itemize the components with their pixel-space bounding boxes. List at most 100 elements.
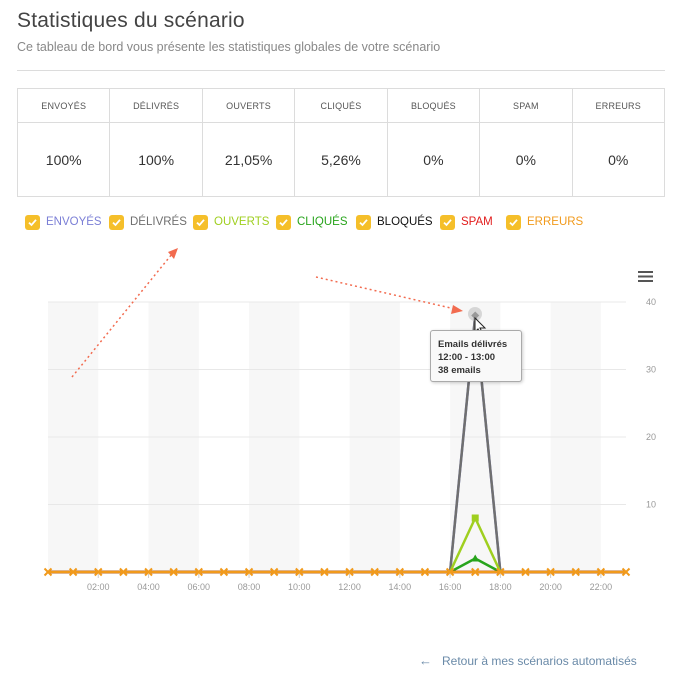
x-tick-label: 14:00 bbox=[389, 582, 412, 592]
stat-value-cliques: 5,26% bbox=[294, 122, 388, 197]
hamburger-menu-icon[interactable] bbox=[636, 268, 656, 284]
data-point bbox=[320, 567, 329, 577]
stat-header-bloques: BLOQUÉS bbox=[386, 88, 481, 123]
data-point bbox=[244, 567, 254, 577]
stat-header-cliques: CLIQUÉS bbox=[294, 88, 388, 123]
stat-header-ouverts: OUVERTS bbox=[201, 88, 296, 123]
data-point bbox=[295, 567, 304, 577]
data-point bbox=[269, 567, 279, 577]
legend-item-cliques[interactable]: CLIQUÉS bbox=[276, 213, 348, 231]
legend-item-ouverts[interactable]: OUVERTS bbox=[193, 213, 269, 231]
data-point bbox=[194, 567, 203, 577]
header-divider bbox=[17, 70, 665, 71]
data-point bbox=[219, 567, 229, 577]
x-tick-label: 22:00 bbox=[590, 582, 613, 592]
stats-table: ENVOYÉS DÉLIVRÉS OUVERTS CLIQUÉS BLOQUÉS… bbox=[16, 88, 666, 197]
checkbox-checked-icon[interactable] bbox=[276, 214, 291, 230]
checkbox-checked-icon[interactable] bbox=[193, 214, 208, 230]
stat-header-envoyes: ENVOYÉS bbox=[16, 88, 111, 123]
y-tick-label: 10 bbox=[646, 500, 656, 510]
data-point bbox=[420, 567, 430, 577]
back-link-label: Retour à mes scénarios automatisés bbox=[442, 653, 637, 668]
x-tick-label: 04:00 bbox=[137, 582, 160, 592]
legend-label: ENVOYÉS bbox=[46, 216, 102, 228]
data-point bbox=[119, 567, 128, 577]
stat-value-erreurs: 0% bbox=[571, 122, 666, 197]
series-line bbox=[48, 557, 626, 574]
data-point bbox=[471, 554, 480, 562]
hover-highlight bbox=[468, 307, 482, 321]
series-line bbox=[48, 314, 626, 574]
checkbox-checked-icon[interactable] bbox=[25, 214, 40, 230]
x-tick-label: 12:00 bbox=[338, 582, 361, 592]
stats-header-row: ENVOYÉS DÉLIVRÉS OUVERTS CLIQUÉS BLOQUÉS… bbox=[16, 88, 666, 123]
data-point bbox=[471, 514, 479, 522]
legend-label: BLOQUÉS bbox=[377, 216, 433, 228]
legend-label: SPAM bbox=[461, 216, 493, 228]
legend-label: CLIQUÉS bbox=[297, 216, 348, 228]
data-point bbox=[521, 567, 530, 577]
tooltip-series-name: Emails délivrés bbox=[438, 339, 508, 350]
data-point bbox=[445, 567, 455, 577]
data-point bbox=[496, 567, 505, 577]
data-point bbox=[370, 567, 379, 577]
data-point bbox=[345, 567, 354, 577]
stat-header-delivres: DÉLIVRÉS bbox=[109, 88, 203, 123]
x-tick-label: 08:00 bbox=[238, 582, 261, 592]
x-tick-label: 18:00 bbox=[489, 582, 512, 592]
stat-header-spam: SPAM bbox=[479, 88, 573, 123]
x-axis-ticks: 02:00 04:00 06:00 08:00 10:00 12:00 14:00 16:00… bbox=[87, 574, 612, 592]
stat-value-ouverts: 21,05% bbox=[201, 122, 296, 197]
y-axis-ticks: 10 20 30 40 bbox=[646, 297, 656, 510]
legend-label: ERREURS bbox=[527, 216, 584, 228]
x-tick-label: 06:00 bbox=[188, 582, 211, 592]
legend-item-delivres[interactable]: DÉLIVRÉS bbox=[109, 213, 187, 231]
legend-item-erreurs[interactable]: ERREURS bbox=[506, 213, 583, 231]
data-point bbox=[571, 567, 580, 577]
data-point bbox=[43, 567, 53, 577]
chart-gridlines bbox=[48, 301, 626, 505]
back-to-scenarios-link[interactable]: ← Retour à mes scénarios automatisés bbox=[419, 653, 637, 668]
data-point bbox=[596, 567, 606, 577]
stat-value-delivres: 100% bbox=[109, 122, 203, 197]
x-tick-label: 10:00 bbox=[288, 582, 311, 592]
x-tick-label: 20:00 bbox=[539, 582, 562, 592]
data-point bbox=[621, 567, 631, 577]
legend-label: DÉLIVRÉS bbox=[130, 216, 187, 228]
legend-item-spam[interactable]: SPAM bbox=[440, 213, 493, 231]
data-point bbox=[169, 567, 178, 577]
arrow-left-icon: ← bbox=[419, 653, 432, 668]
legend-item-envoyes[interactable]: ENVOYÉS bbox=[25, 213, 102, 231]
y-tick-label: 40 bbox=[646, 297, 656, 307]
checkbox-checked-icon[interactable] bbox=[440, 214, 455, 230]
data-point bbox=[395, 567, 405, 577]
series-line bbox=[48, 516, 626, 574]
chart-series bbox=[43, 311, 631, 577]
data-point bbox=[546, 567, 555, 577]
y-tick-label: 20 bbox=[646, 432, 656, 442]
annotation-arrow-right bbox=[315, 276, 463, 314]
x-tick-label: 02:00 bbox=[87, 582, 110, 592]
data-point bbox=[94, 567, 103, 577]
tooltip-value: 38 emails bbox=[438, 365, 481, 376]
line-chart: 10 20 30 40 02:00 04:00 06:00 08:00 10:00 12:00 1… bbox=[43, 248, 656, 592]
checkbox-checked-icon[interactable] bbox=[506, 214, 521, 230]
chart-tooltip: Emails délivrés 12:00 - 13:00 38 emails bbox=[430, 330, 522, 382]
data-point bbox=[68, 567, 78, 577]
stat-header-erreurs: ERREURS bbox=[571, 88, 666, 123]
series-line bbox=[48, 314, 626, 574]
checkbox-checked-icon[interactable] bbox=[109, 214, 124, 230]
stat-value-spam: 0% bbox=[479, 122, 573, 197]
data-point bbox=[144, 567, 153, 577]
legend-item-bloques[interactable]: BLOQUÉS bbox=[356, 213, 433, 231]
legend-label: OUVERTS bbox=[214, 216, 270, 228]
annotation-arrow-left bbox=[71, 248, 178, 378]
y-tick-label: 30 bbox=[646, 365, 656, 375]
stat-value-bloques: 0% bbox=[386, 122, 481, 197]
tooltip-time-range: 12:00 - 13:00 bbox=[438, 352, 496, 363]
stats-value-row: 100% 100% 21,05% 5,26% 0% 0% 0% bbox=[16, 122, 666, 197]
checkbox-checked-icon[interactable] bbox=[356, 214, 371, 230]
page-subtitle: Ce tableau de bord vous présente les sta… bbox=[17, 40, 441, 54]
x-tick-label: 16:00 bbox=[439, 582, 462, 592]
stat-value-envoyes: 100% bbox=[16, 122, 111, 197]
